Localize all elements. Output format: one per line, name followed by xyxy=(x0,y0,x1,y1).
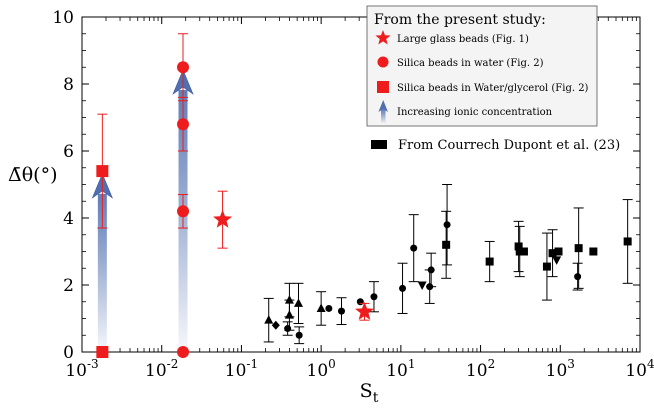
legend-entry-label: Increasing ionic concentration xyxy=(397,107,553,118)
courrech-point xyxy=(542,262,551,271)
circle-point xyxy=(177,346,190,358)
x-tick-label: 104 xyxy=(625,357,654,381)
legend-title: From the present study: xyxy=(374,12,546,28)
legend-circle-marker xyxy=(377,56,389,68)
courrech-point xyxy=(515,247,524,256)
circle-point xyxy=(177,205,190,218)
legend: From the present study: Large glass beads… xyxy=(366,5,620,153)
x-tick-label: 101 xyxy=(386,357,415,381)
courrech-point xyxy=(399,284,407,292)
x-tick-label: 10-3 xyxy=(65,357,98,381)
x-tick-label: 103 xyxy=(546,357,575,381)
courrech-point xyxy=(514,242,523,251)
courrech-point xyxy=(294,298,304,307)
y-tick-label: 8 xyxy=(63,75,74,95)
y-tick-label: 10 xyxy=(52,8,74,28)
circle-point xyxy=(177,118,190,131)
arrow-shaft xyxy=(97,193,107,352)
y-tick-label: 6 xyxy=(63,142,74,162)
courrech-point xyxy=(316,303,326,312)
legend-courrech-label: From Courrech Dupont et al. (23) xyxy=(398,138,620,153)
data-layer xyxy=(91,33,633,358)
x-tick-label: 10-2 xyxy=(145,357,178,381)
courrech-point xyxy=(442,240,451,249)
axes: 10-3 10-2 10-1 100 101 102 103 104 0 2 4 6 8 10 St Δ̄θ(… xyxy=(8,8,654,406)
courrech-point xyxy=(337,307,345,315)
courrech-point xyxy=(623,237,632,246)
legend-courrech-marker xyxy=(371,140,387,149)
courrech-point xyxy=(574,273,582,281)
legend-star-marker xyxy=(375,30,391,45)
legend-entry-label: Silica beads in water (Fig. 2) xyxy=(397,58,544,69)
courrech-point xyxy=(552,256,562,265)
courrech-point xyxy=(589,247,598,256)
courrech-point xyxy=(574,244,583,253)
courrech-point xyxy=(325,304,333,312)
y-axis-label: Δ̄θ(°) xyxy=(8,164,58,186)
courrech-point xyxy=(410,244,418,252)
courrech-point xyxy=(284,295,294,304)
courrech-point xyxy=(271,320,280,330)
square-point xyxy=(96,165,109,178)
legend-arrow-head xyxy=(378,100,388,112)
legend-box xyxy=(366,5,598,127)
y-tick-label: 4 xyxy=(63,209,74,229)
courrech-point xyxy=(485,257,494,266)
legend-square-marker xyxy=(377,81,389,93)
x-tick-label: 10-1 xyxy=(225,357,258,381)
courrech-point xyxy=(264,315,274,324)
legend-entry-label: Large glass beads (Fig. 1) xyxy=(397,34,529,45)
courrech-point xyxy=(427,266,435,274)
courrech-point xyxy=(519,247,528,256)
circle-point xyxy=(177,61,190,74)
x-tick-label: 100 xyxy=(307,357,336,381)
x-axis-label: St xyxy=(360,380,379,406)
courrech-point xyxy=(295,331,303,339)
courrech-point xyxy=(554,247,563,256)
y-tick-label: 0 xyxy=(63,343,74,363)
square-point xyxy=(96,346,109,358)
legend-arrow-shaft xyxy=(381,109,386,123)
courrech-point xyxy=(284,325,292,333)
x-tick-label: 102 xyxy=(466,357,495,381)
star-point xyxy=(213,209,233,228)
courrech-point xyxy=(370,293,378,301)
star-point xyxy=(355,301,375,320)
courrech-point xyxy=(417,281,427,290)
courrech-point xyxy=(443,221,451,229)
courrech-point xyxy=(356,298,364,306)
legend-entry-label: Silica beads in Water/glycerol (Fig. 2) xyxy=(397,83,589,94)
courrech-point xyxy=(548,249,557,258)
y-tick-label: 2 xyxy=(63,276,74,296)
